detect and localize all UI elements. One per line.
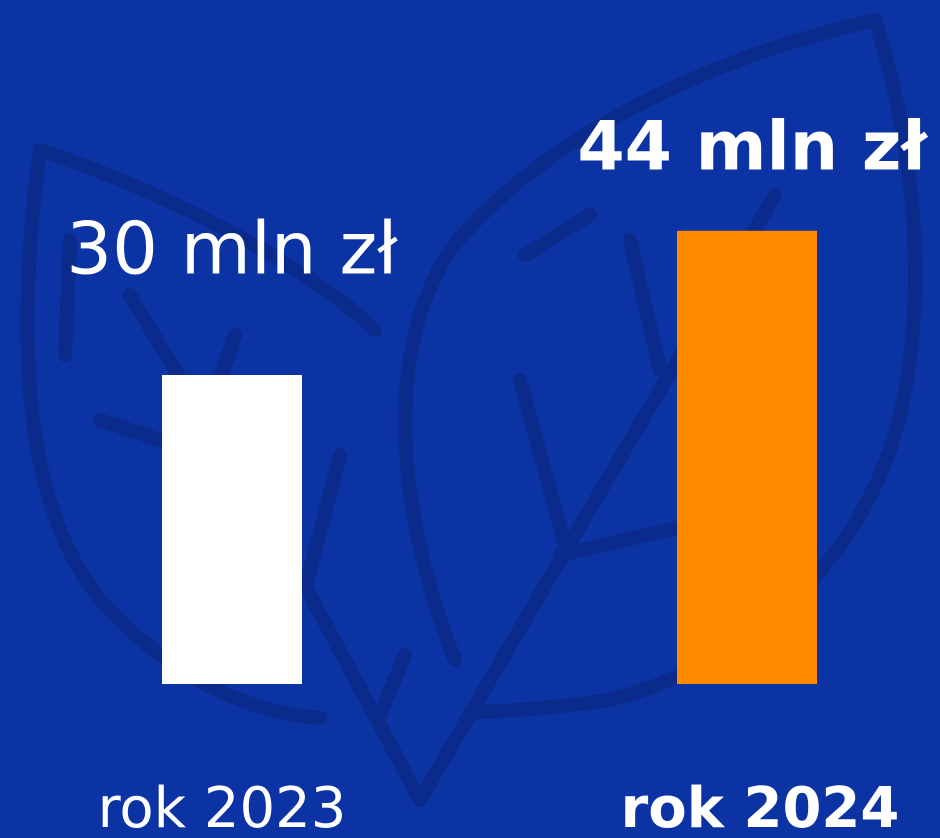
chart: 30 mln zł rok 2023 44 mln zł rok 2024 — [0, 0, 940, 838]
value-label: 30 mln zł — [66, 207, 398, 291]
bar — [677, 231, 817, 684]
value-label: 44 mln zł — [577, 107, 928, 186]
category-label: rok 2024 — [621, 776, 900, 838]
category-label: rok 2023 — [98, 776, 347, 838]
bar — [162, 375, 302, 684]
